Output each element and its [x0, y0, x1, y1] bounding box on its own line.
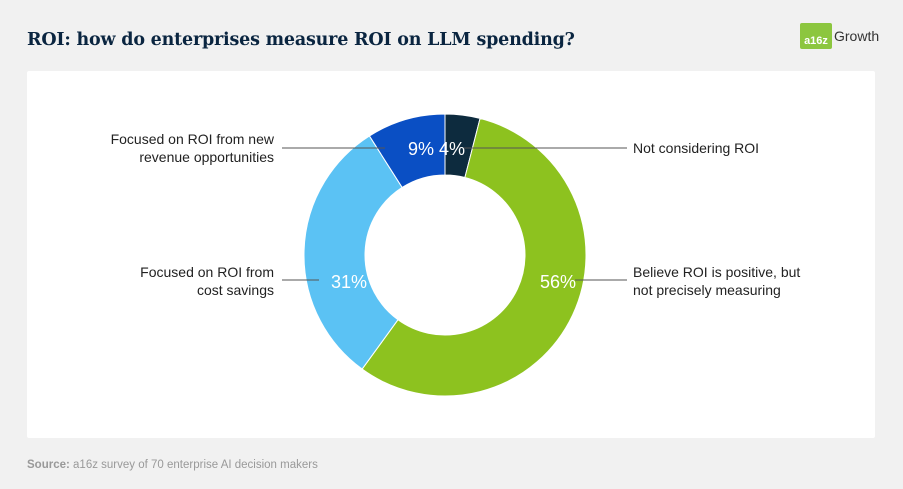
a16z-growth-logo: a16z Growth [800, 23, 879, 49]
label-line: Focused on ROI from new [110, 131, 274, 147]
label-line: cost savings [196, 282, 274, 298]
label-line: Focused on ROI from [140, 264, 274, 280]
a16z-logo-icon: a16z [800, 23, 832, 49]
label-line: Believe ROI is positive, but [633, 264, 801, 280]
logo-text: Growth [834, 28, 880, 44]
slice-cost-savings [303, 135, 403, 370]
donut-chart: 4% 56% 31% 9% [282, 113, 627, 397]
label-line: not precisely measuring [633, 282, 781, 298]
label-new-revenue: Focused on ROI from new revenue opportun… [57, 130, 274, 166]
value-label-not-considering: 4% [439, 139, 465, 159]
source-text: a16z survey of 70 enterprise AI decision… [73, 459, 318, 471]
slice-believe-positive [361, 117, 587, 397]
source-note: Source: a16z survey of 70 enterprise AI … [27, 459, 318, 471]
value-label-believe-positive: 56% [540, 272, 576, 292]
chart-card: 4% 56% 31% 9% Not considering ROI Believe R… [27, 71, 875, 438]
source-label: Source: [27, 459, 70, 471]
label-cost-savings: Focused on ROI from cost savings [57, 263, 274, 299]
label-line: Not considering ROI [633, 140, 760, 156]
label-not-considering: Not considering ROI [633, 139, 853, 157]
label-line: revenue opportunities [139, 149, 274, 165]
value-label-new-revenue: 9% [408, 139, 434, 159]
slice-new-revenue [368, 113, 446, 189]
value-label-cost-savings: 31% [331, 272, 367, 292]
chart-title: ROI: how do enterprises measure ROI on L… [27, 30, 575, 50]
label-believe-positive: Believe ROI is positive, but not precise… [633, 263, 853, 299]
